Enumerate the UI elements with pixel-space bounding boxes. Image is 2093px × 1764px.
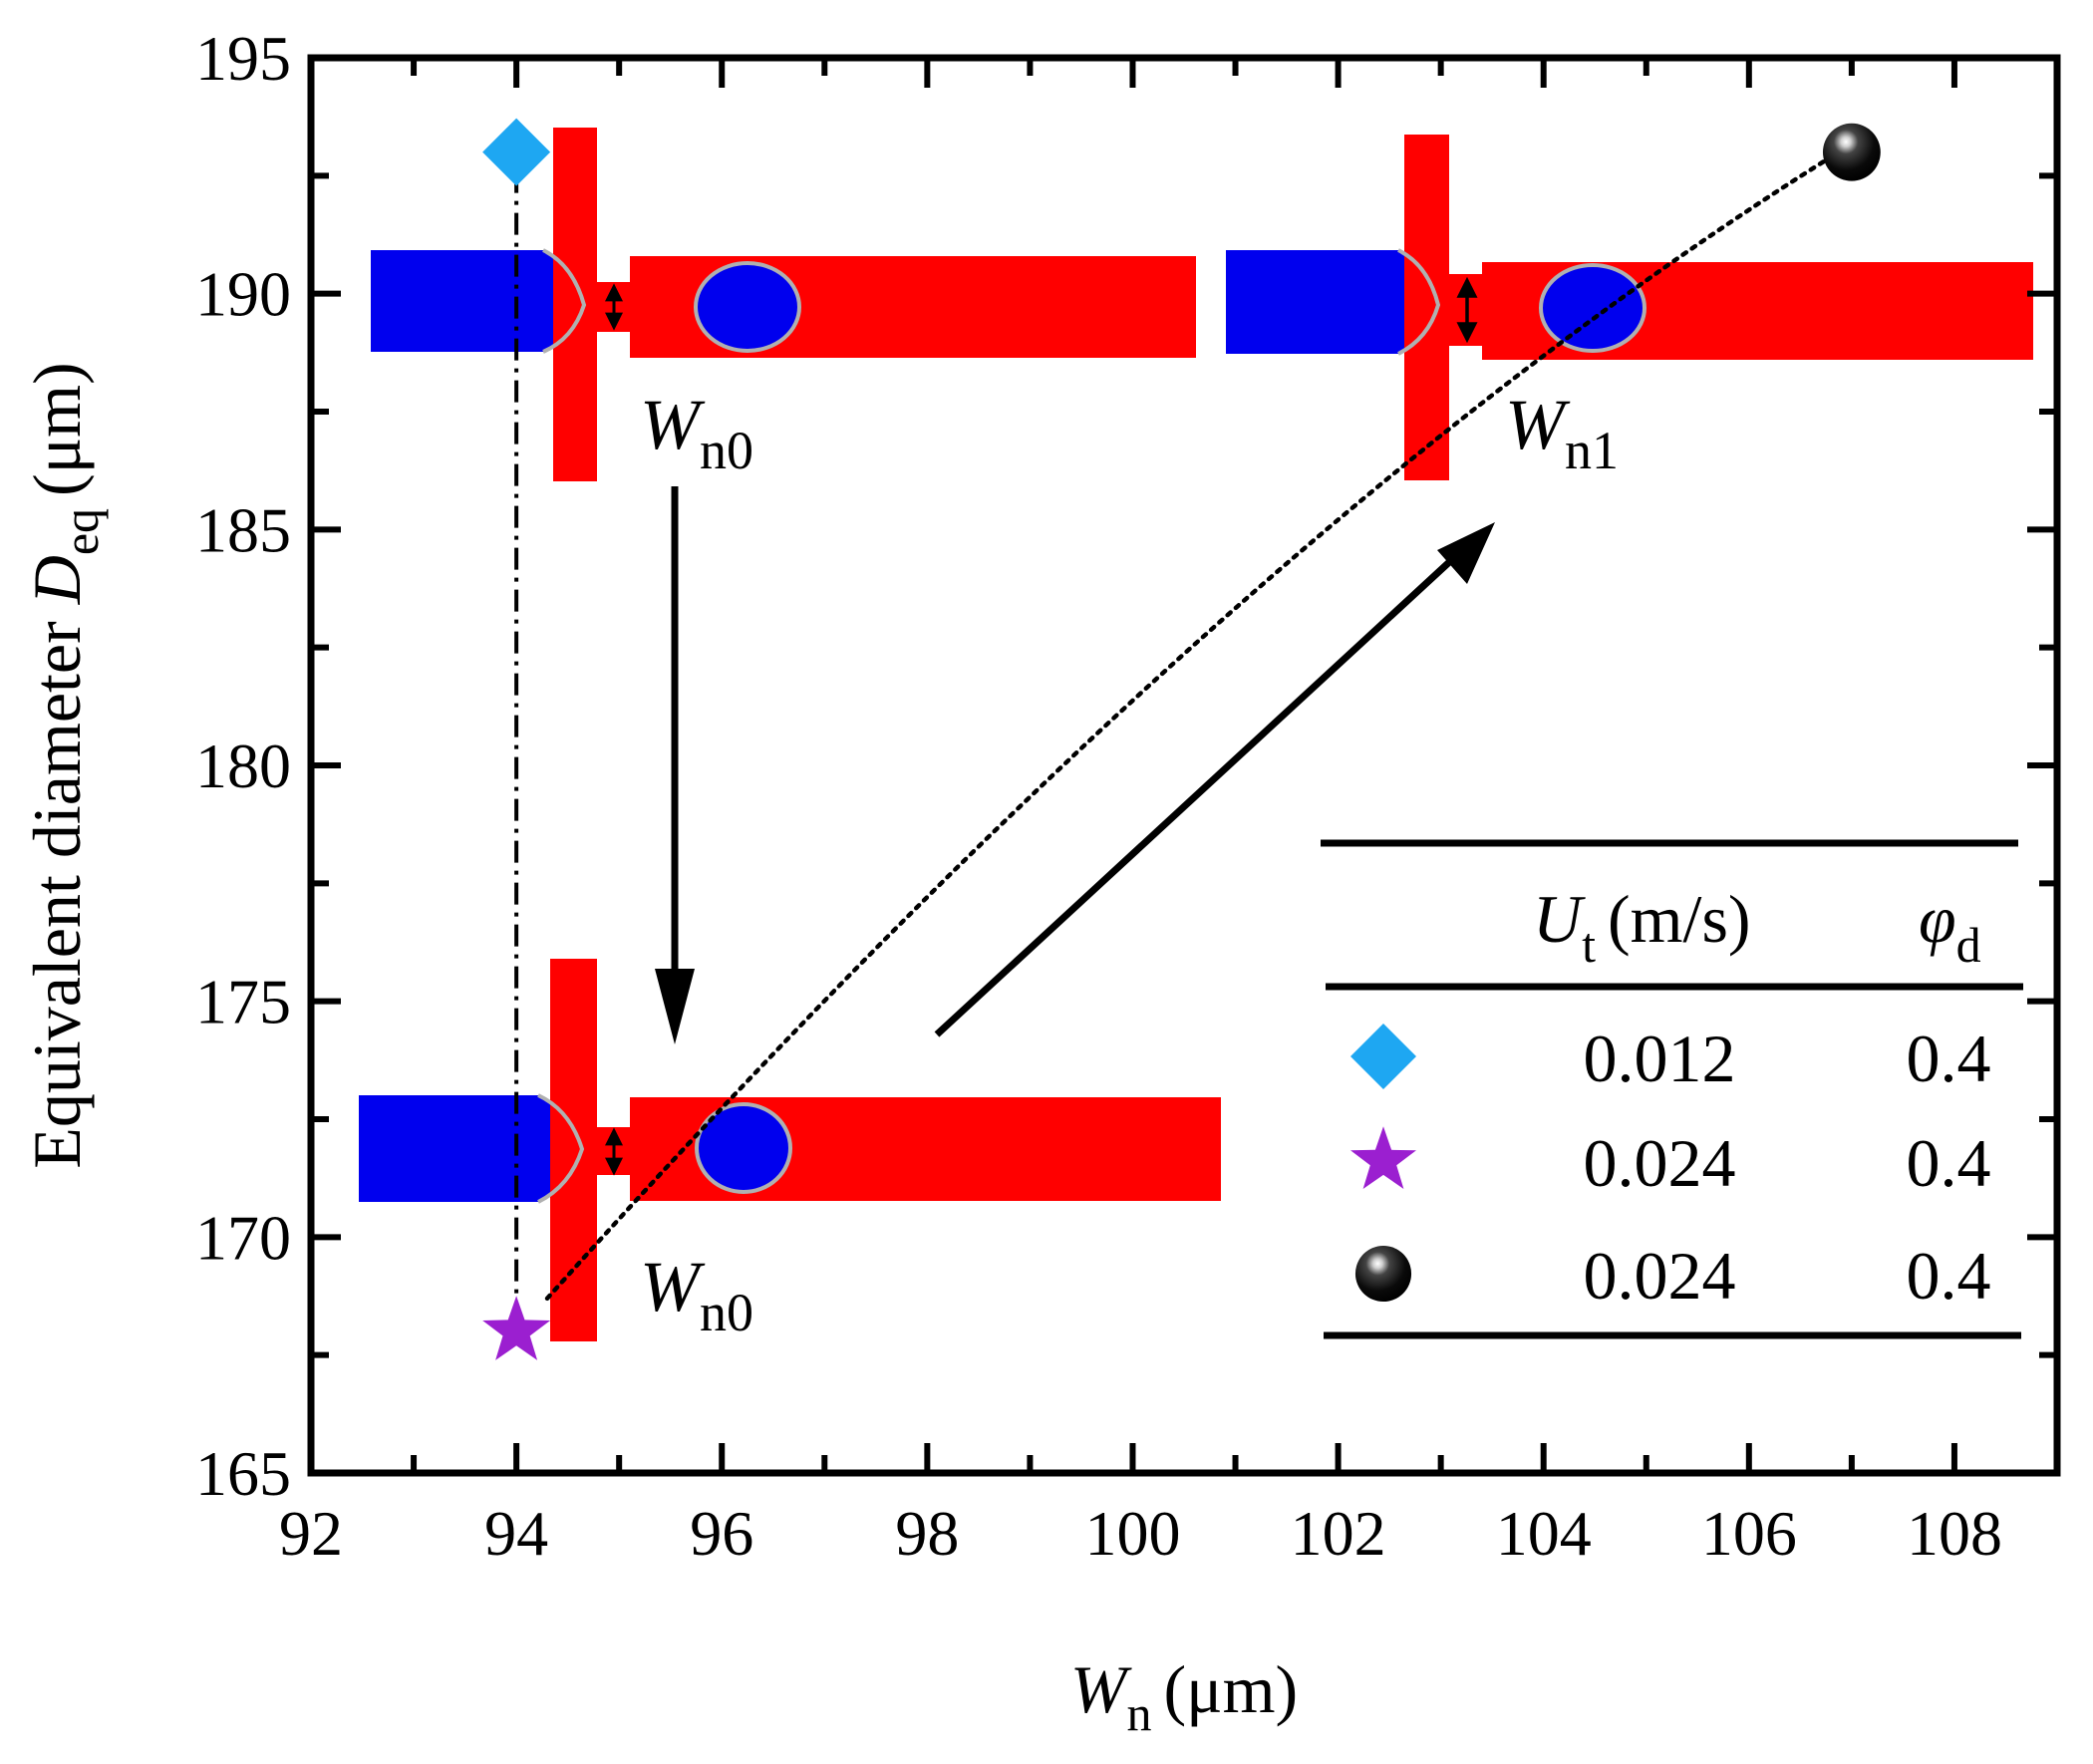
droplet <box>694 261 801 353</box>
dispersed-phase-finger <box>371 250 584 352</box>
dispersed-phase-finger <box>359 1095 582 1202</box>
cross-channel <box>553 128 597 481</box>
x-tick-label: 106 <box>1701 1498 1797 1569</box>
x-axis-title: Wn (μm) <box>1070 1651 1298 1741</box>
axis-tick-labels: 92 94 96 98 100 102 104 106 108 165 170 175 180 185 19… <box>195 23 2002 1569</box>
diagonal-arrow <box>934 549 1463 1037</box>
x-tick-label: 102 <box>1291 1498 1386 1569</box>
legend-marker-sphere <box>1354 1245 1412 1303</box>
dispersed-phase-finger <box>1226 250 1438 354</box>
data-markers <box>482 118 1881 1360</box>
legend-ut-value: 0.012 <box>1584 1021 1736 1096</box>
data-point-diamond <box>482 118 551 186</box>
droplet <box>695 1102 792 1194</box>
annotation-wn1: Wn1 <box>1505 385 1619 480</box>
y-tick-label: 195 <box>195 23 291 94</box>
annotation-wn0-top: Wn0 <box>640 385 753 480</box>
x-tick-label: 98 <box>895 1498 959 1569</box>
legend-phi-value: 0.4 <box>1907 1021 1991 1096</box>
y-tick-label: 180 <box>195 731 291 801</box>
legend-rows: 0.012 0.4 0.024 0.4 0.024 0.4 <box>1350 1021 1991 1314</box>
legend-header-ut: Ut (m/s) <box>1533 881 1751 973</box>
legend-phi-value: 0.4 <box>1907 1125 1991 1201</box>
legend-ut-value: 0.024 <box>1584 1125 1736 1201</box>
axis-ticks <box>308 55 2060 1476</box>
inset-neck-wn0-top <box>371 128 1196 481</box>
x-tick-label: 96 <box>690 1498 753 1569</box>
x-tick-label: 92 <box>279 1498 343 1569</box>
cross-channel <box>1404 135 1449 480</box>
legend-ut-value: 0.024 <box>1584 1238 1736 1314</box>
x-tick-label: 94 <box>484 1498 548 1569</box>
x-tick-label: 100 <box>1084 1498 1180 1569</box>
y-axis-title: Equivalent diameter Deq(μm) <box>19 362 109 1168</box>
y-tick-label: 165 <box>195 1438 291 1509</box>
legend-phi-value: 0.4 <box>1907 1238 1991 1314</box>
interface-line <box>542 248 587 354</box>
data-point-star <box>482 1296 551 1360</box>
cross-channel <box>550 959 597 1341</box>
legend: Ut (m/s) φd 0.012 0.4 0.024 0.4 0.024 0.4 <box>1321 839 2023 1339</box>
down-arrow-head <box>655 969 695 1044</box>
droplet <box>1539 263 1646 353</box>
x-tick-label: 108 <box>1907 1498 2002 1569</box>
data-point-sphere <box>1822 123 1881 181</box>
y-tick-label: 175 <box>195 967 291 1037</box>
legend-marker-star <box>1350 1126 1416 1189</box>
inset-neck-wn1 <box>1226 135 2033 480</box>
y-tick-label: 190 <box>195 259 291 330</box>
dotted-connector <box>544 154 1834 1302</box>
inset-neck-wn0-bottom <box>359 959 1221 1341</box>
interface-line <box>537 1093 585 1204</box>
interface-line <box>1397 248 1441 356</box>
legend-header-phi: φd <box>1919 881 1981 973</box>
y-tick-label: 170 <box>195 1202 291 1273</box>
y-tick-label: 185 <box>195 494 291 565</box>
legend-marker-diamond <box>1350 1024 1416 1089</box>
connector-lines <box>514 154 1834 1302</box>
x-tick-label: 104 <box>1496 1498 1592 1569</box>
annotation-wn0-bottom: Wn0 <box>640 1247 753 1342</box>
diagonal-arrow-head <box>1437 522 1495 584</box>
